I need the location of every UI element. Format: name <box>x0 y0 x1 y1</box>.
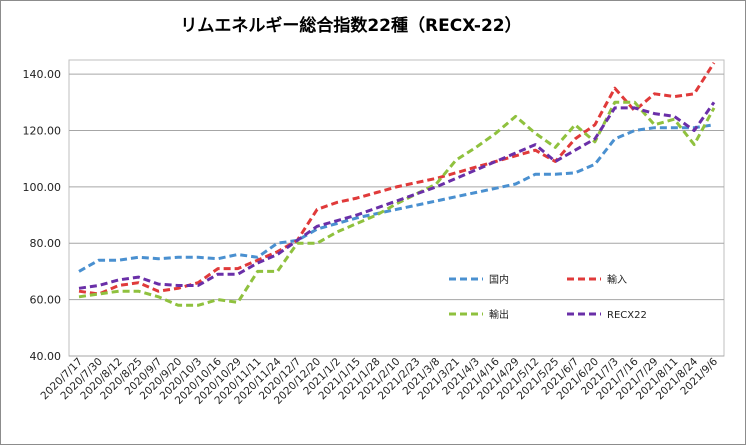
legend-label: 輸入 <box>607 273 627 286</box>
y-tick-label: 40.00 <box>30 350 62 363</box>
legend-label: RECX22 <box>607 310 647 321</box>
y-tick-label: 60.00 <box>30 294 62 307</box>
legend-label: 輸出 <box>489 308 509 321</box>
chart-title: リムエネルギー総合指数22種（RECX-22） <box>180 16 522 36</box>
y-tick-label: 140.00 <box>23 68 62 81</box>
y-tick-label: 120.00 <box>23 124 62 137</box>
y-tick-label: 100.00 <box>23 181 62 194</box>
series-line <box>78 123 715 273</box>
series-line <box>78 101 716 290</box>
y-tick-label: 80.00 <box>30 237 62 250</box>
legend-label: 国内 <box>489 273 509 286</box>
series-line <box>78 61 716 296</box>
